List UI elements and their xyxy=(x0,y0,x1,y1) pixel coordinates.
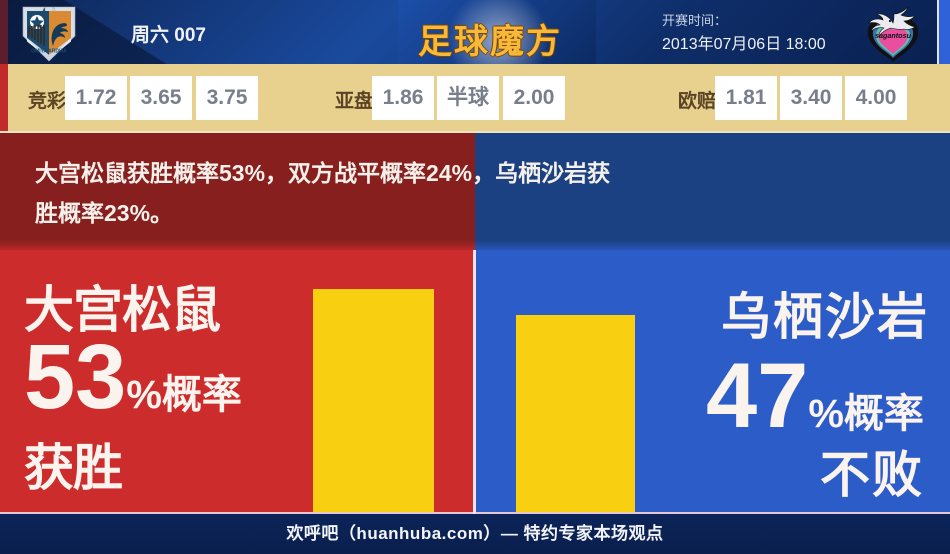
svg-text:sagantosu: sagantosu xyxy=(875,31,912,40)
svg-text:OMIYA ARDIJA: OMIYA ARDIJA xyxy=(31,49,67,55)
